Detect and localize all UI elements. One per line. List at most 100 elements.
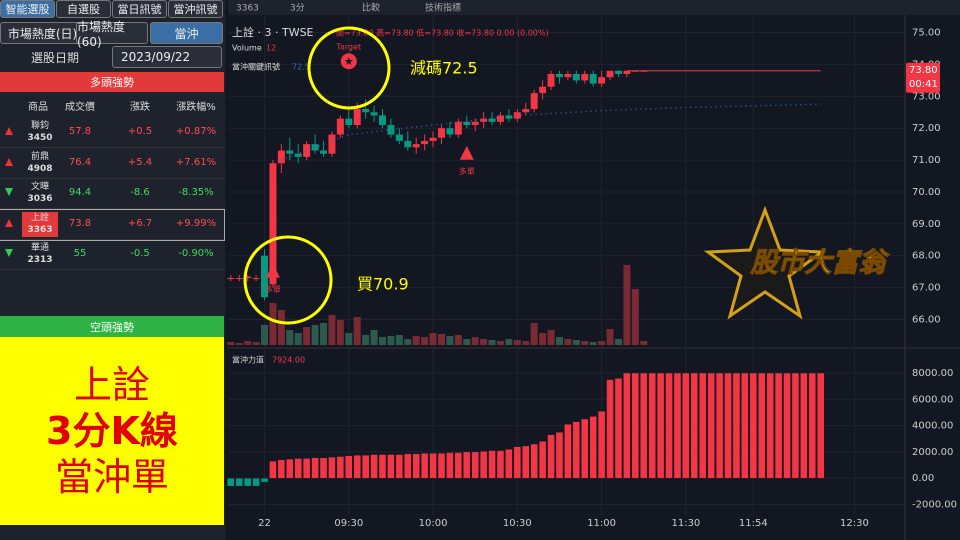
x-tick-label: 12:30 <box>840 518 869 529</box>
power-bar <box>488 450 496 479</box>
power-bar <box>412 453 420 479</box>
logo-star <box>703 205 827 320</box>
volume-bar <box>277 310 285 345</box>
candle-body <box>294 153 302 157</box>
volume-bar <box>311 325 319 345</box>
candle-body <box>303 144 311 157</box>
toolbar-button[interactable]: 3分 <box>290 3 305 14</box>
volume-bar <box>421 337 429 345</box>
power-bar <box>589 416 597 479</box>
power-bar <box>783 372 791 479</box>
stock-value: +7.61% <box>175 156 217 168</box>
stock-row[interactable]: 聯鈞 3450 57.8 +0.5 +0.87% <box>0 118 224 148</box>
stock-value: +9.99% <box>175 217 217 229</box>
stock-row[interactable]: 上詮 3363 73.8 +6.7 +9.99% <box>0 208 225 241</box>
date-input[interactable]: 2023/09/22 <box>112 46 222 68</box>
power-bar <box>243 477 252 487</box>
power-bar <box>741 372 749 479</box>
y-tick-label: 72.00 <box>912 123 941 134</box>
power-bar <box>286 458 294 479</box>
stock-value: -0.90% <box>178 248 214 259</box>
trend-icon <box>5 157 13 166</box>
candle-body <box>387 125 395 135</box>
volume-bar <box>429 333 437 345</box>
candle-body <box>277 150 285 164</box>
volume-bar <box>252 342 260 345</box>
volume-bar <box>345 333 353 345</box>
volume-bar <box>589 342 597 345</box>
overlay-line: 3分K線 <box>46 409 178 453</box>
candle-body <box>328 134 336 154</box>
stock-row[interactable]: 華通 2313 55 -0.5 -0.90% <box>0 240 224 270</box>
overlay-line: 上詮 <box>73 363 150 407</box>
ohlc-legend: 開=73.80 高=73.80 低=73.80 收=73.80 0.00 (0.… <box>336 28 549 38</box>
tab[interactable]: 當沖訊號 <box>168 0 223 18</box>
candle-body <box>252 278 260 280</box>
stock-name: 文曄 3036 <box>22 181 58 206</box>
volume-bar <box>480 339 488 345</box>
subtab[interactable]: 當沖 <box>150 22 223 44</box>
candle-body <box>589 73 597 84</box>
volume-bar <box>454 335 462 345</box>
power-bar <box>437 453 446 479</box>
toolbar-button[interactable]: 比較 <box>362 2 380 14</box>
power-bar <box>328 456 336 479</box>
stock-name-text: 文曄 <box>30 182 49 192</box>
subtab[interactable]: 市場熱度(日) <box>0 22 85 44</box>
column-header: 漲跌幅% <box>176 102 216 113</box>
power-bar <box>378 454 387 479</box>
power-bar <box>538 441 547 479</box>
power-bar <box>581 418 589 479</box>
x-tick-label: 11:54 <box>739 518 768 529</box>
power-bar <box>345 455 353 479</box>
candle-body <box>606 70 614 78</box>
power-bar <box>395 454 404 479</box>
y-tick-label: -2000.00 <box>912 499 957 510</box>
toolbar-button[interactable]: 技術指標 <box>425 2 461 14</box>
volume-bar <box>370 330 378 345</box>
stock-row[interactable]: 前鼎 4908 76.4 +5.4 +7.61% <box>0 149 224 179</box>
candle-body <box>530 93 538 110</box>
candle-body <box>471 121 479 125</box>
tab[interactable]: 當日訊號 <box>112 0 167 18</box>
stock-value: +0.87% <box>175 126 217 137</box>
tab[interactable]: 自選股 <box>56 0 111 18</box>
trend-icon <box>5 218 13 227</box>
candle-body <box>496 115 504 122</box>
volume-bar <box>446 336 454 345</box>
y-tick-label: 67.00 <box>912 283 941 294</box>
power-bar <box>572 421 581 479</box>
power-bar <box>227 477 235 487</box>
volume-bar <box>395 335 403 345</box>
annotation: 買70.9 <box>357 275 409 294</box>
stock-value: +6.7 <box>127 217 153 229</box>
power-bar <box>791 372 800 479</box>
power-bar <box>640 372 648 479</box>
price-label: 73.80 <box>909 65 938 76</box>
candle-body <box>395 134 403 141</box>
stock-value: 94.4 <box>68 187 92 198</box>
stock-row[interactable]: 文曄 3036 94.4 -8.6 -8.35% <box>0 179 224 209</box>
volume-value: 12 <box>266 44 276 53</box>
power-bar <box>707 372 715 479</box>
candle-body <box>598 77 606 84</box>
power-bar <box>766 372 774 479</box>
stock-code: 3363 <box>27 224 53 235</box>
power-bar <box>774 372 783 479</box>
power-bar <box>252 477 260 487</box>
power-bar <box>496 450 505 479</box>
candle-body <box>345 118 353 125</box>
power-bar <box>800 372 808 479</box>
volume-bar <box>437 334 445 345</box>
tab[interactable]: 智能選股 <box>0 0 55 18</box>
volume-bar <box>353 317 361 345</box>
x-tick-label: 10:30 <box>503 518 532 529</box>
volume-bar <box>362 335 370 345</box>
candle-body <box>244 276 252 279</box>
highlight-circle <box>307 26 391 110</box>
volume-bar <box>412 336 420 345</box>
power-bar <box>665 372 673 479</box>
stock-name: 聯鈞 3450 <box>22 120 58 145</box>
volume-bar <box>286 330 294 345</box>
power-title: 當沖力道 <box>232 355 264 365</box>
